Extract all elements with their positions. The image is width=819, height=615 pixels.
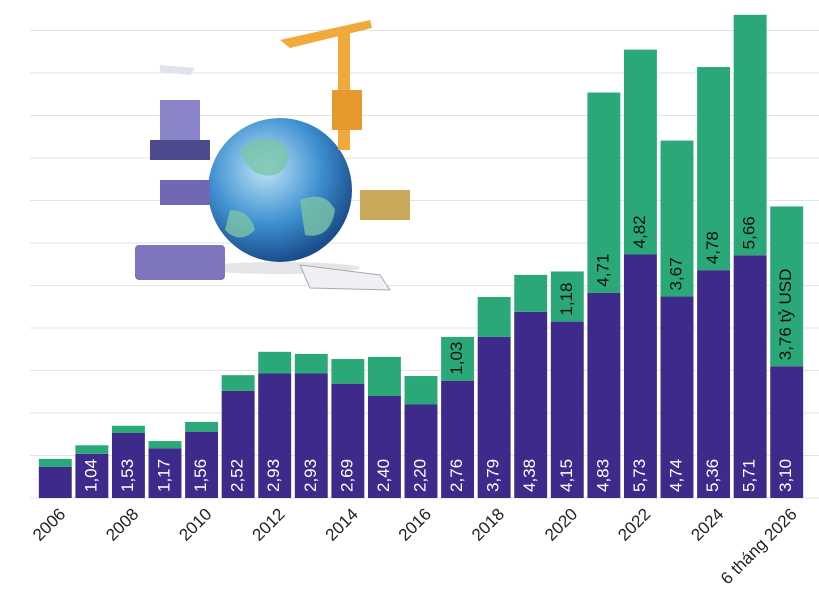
bar-segment [514, 311, 548, 498]
bar-segment [441, 380, 475, 498]
value-label: 1,56 [191, 459, 210, 492]
bar-segment [477, 296, 511, 337]
x-tick-label: 2020 [541, 505, 581, 545]
bar-segment [294, 373, 328, 498]
bar-segment [587, 92, 621, 293]
value-label: 1,18 [557, 283, 576, 316]
value-label: 4,82 [630, 215, 649, 248]
value-label: 3,76 tỷ USD [776, 269, 795, 361]
bar-segment [660, 140, 694, 297]
bar-segment [367, 396, 401, 498]
bar-segment [111, 432, 145, 498]
value-label: 3,67 [666, 257, 685, 290]
bar-segment [148, 441, 182, 449]
bar-segment [587, 292, 621, 498]
x-tick-label: 6 tháng 2026 [717, 505, 801, 589]
value-label: 2,40 [374, 459, 393, 492]
value-label: 2,20 [410, 459, 429, 492]
bar-segment [185, 421, 219, 432]
bar-segment [38, 458, 72, 467]
value-label: 5,73 [630, 459, 649, 492]
value-label: 4,71 [593, 254, 612, 287]
bar-segment [221, 390, 255, 498]
bar-segment [221, 375, 255, 391]
value-label: 4,78 [703, 231, 722, 264]
value-label: 4,74 [666, 459, 685, 492]
x-tick-label: 2018 [468, 505, 508, 545]
bar-segment [294, 353, 328, 374]
x-tick-label: 2014 [322, 505, 362, 545]
value-label: 1,17 [154, 459, 173, 492]
value-label: 5,66 [740, 216, 759, 249]
bar-segment [404, 404, 438, 498]
value-label: 5,71 [740, 459, 759, 492]
bar-segment [697, 270, 731, 498]
bar-segment [258, 373, 292, 498]
bar-segment [514, 274, 548, 312]
bar-segment [367, 356, 401, 396]
bar-segment [111, 425, 145, 433]
value-label: 1,53 [118, 459, 137, 492]
x-tick-label: 2024 [687, 505, 727, 545]
bar-segment [441, 336, 475, 381]
bar-segment [148, 448, 182, 498]
value-label: 3,79 [484, 459, 503, 492]
illustration [135, 20, 410, 291]
value-label: 2,93 [264, 459, 283, 492]
bar-segment [550, 271, 584, 322]
bar-segment [733, 14, 767, 256]
bar-segment [75, 445, 109, 454]
bar-segment [331, 359, 365, 384]
x-tick-label: 2012 [249, 505, 289, 545]
bar-segment [38, 466, 72, 498]
value-label: 5,36 [703, 459, 722, 492]
value-label: 1,04 [81, 459, 100, 492]
bar-segment [697, 67, 731, 271]
bar-segment [404, 376, 438, 405]
value-label: 4,83 [593, 459, 612, 492]
bar-segment [623, 254, 657, 498]
value-label: 4,38 [520, 459, 539, 492]
x-tick-label: 2016 [395, 505, 435, 545]
bar-segment [550, 321, 584, 498]
x-tick-label: 2008 [102, 505, 142, 545]
bar-segment [75, 453, 109, 498]
value-label: 2,93 [301, 459, 320, 492]
bar-segment [770, 206, 804, 367]
value-label: 2,69 [337, 459, 356, 492]
value-label: 2,76 [447, 459, 466, 492]
value-label: 2,52 [228, 459, 247, 492]
bar-segment [185, 431, 219, 498]
value-label: 1,03 [447, 342, 466, 375]
bar-segment [733, 255, 767, 498]
bar-segment [477, 336, 511, 498]
x-tick-label: 2010 [175, 505, 215, 545]
value-label: 3,10 [776, 459, 795, 492]
bar-segment [331, 383, 365, 498]
bar-segment [660, 296, 694, 498]
x-tick-label: 2006 [29, 505, 69, 545]
x-tick-label: 2022 [614, 505, 654, 545]
bar-segment [258, 351, 292, 374]
bar-segment [623, 49, 657, 255]
value-label: 4,15 [557, 459, 576, 492]
bar-segment [770, 366, 804, 498]
